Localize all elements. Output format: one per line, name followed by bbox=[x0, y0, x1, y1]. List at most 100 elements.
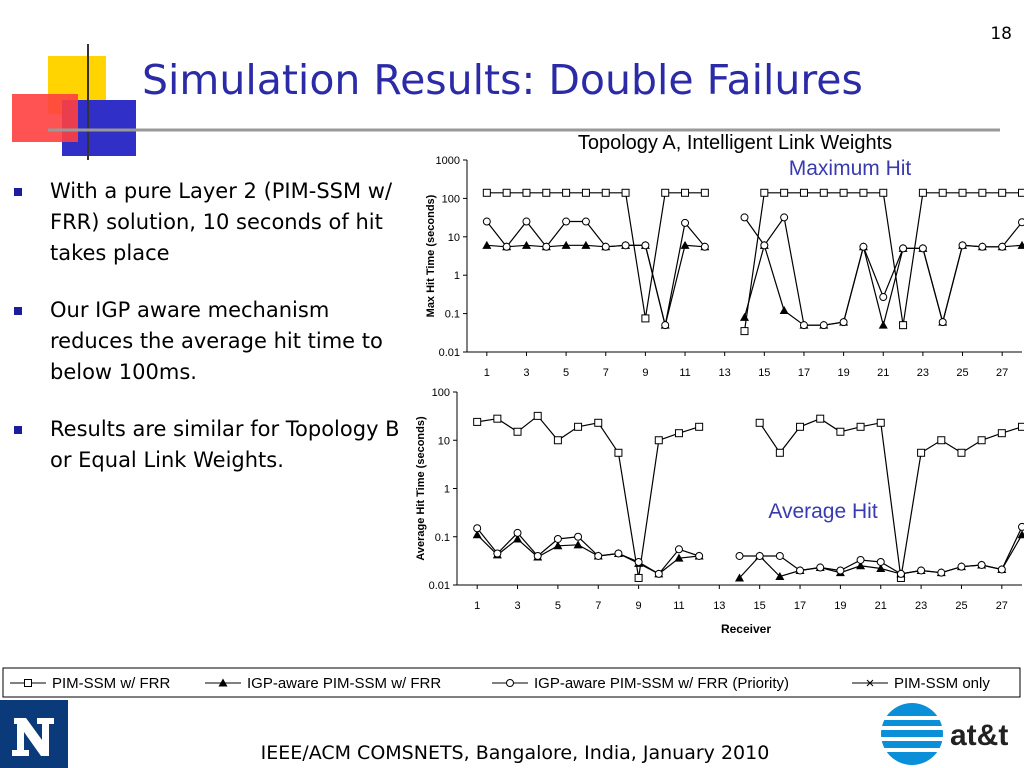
y-tick-label: 0.01 bbox=[429, 580, 450, 592]
marker bbox=[839, 318, 848, 327]
marker bbox=[513, 427, 522, 436]
x-tick-label: 11 bbox=[673, 600, 684, 612]
marker bbox=[740, 213, 749, 222]
marker bbox=[819, 188, 828, 197]
marker bbox=[621, 188, 630, 197]
marker bbox=[938, 188, 947, 197]
marker bbox=[879, 293, 888, 302]
marker bbox=[740, 312, 749, 321]
x-tick-label: 19 bbox=[837, 367, 849, 379]
marker bbox=[856, 561, 866, 570]
marker bbox=[1018, 188, 1024, 197]
x-tick-label: 25 bbox=[955, 600, 967, 612]
marker bbox=[878, 320, 888, 329]
marker bbox=[918, 188, 927, 197]
logo-globe-stripes bbox=[881, 716, 943, 752]
x-tick-label: 3 bbox=[514, 600, 520, 612]
marker bbox=[917, 566, 926, 575]
marker bbox=[958, 241, 967, 250]
marker bbox=[856, 422, 865, 431]
marker bbox=[502, 242, 511, 251]
footer: IEEE/ACM COMSNETS, Bangalore, India, Jan… bbox=[260, 742, 770, 764]
y-tick-label: 0.01 bbox=[439, 347, 460, 359]
marker bbox=[482, 188, 491, 197]
marker bbox=[654, 569, 663, 578]
marker bbox=[574, 532, 583, 541]
marker bbox=[641, 241, 650, 250]
marker bbox=[998, 188, 1007, 197]
marker bbox=[816, 563, 825, 572]
marker bbox=[562, 188, 571, 197]
x-tick-label: 9 bbox=[636, 600, 642, 612]
y-tick-label: 0.1 bbox=[445, 309, 460, 321]
marker bbox=[836, 566, 845, 575]
marker bbox=[938, 318, 947, 327]
marker bbox=[977, 560, 986, 569]
x-tick-label: 21 bbox=[875, 600, 887, 612]
series-line bbox=[486, 215, 1023, 326]
marker bbox=[899, 244, 908, 253]
y-tick-label: 10 bbox=[448, 232, 460, 244]
x-tick-label: 27 bbox=[996, 600, 1008, 612]
x-tick-label: 15 bbox=[754, 600, 766, 612]
logo-text: at&t bbox=[950, 719, 1008, 752]
marker bbox=[977, 436, 986, 445]
marker bbox=[796, 566, 805, 575]
x-tick-label: 7 bbox=[603, 367, 609, 379]
x-tick-label: 9 bbox=[642, 367, 648, 379]
x-tick-label: 17 bbox=[798, 367, 810, 379]
marker bbox=[533, 411, 542, 420]
y-tick-label: 100 bbox=[432, 387, 450, 399]
marker bbox=[735, 551, 744, 560]
marker bbox=[482, 240, 492, 249]
y-tick-label: 1 bbox=[444, 484, 450, 496]
marker bbox=[581, 240, 591, 249]
marker bbox=[621, 241, 630, 250]
marker bbox=[513, 528, 522, 537]
marker bbox=[1017, 240, 1024, 249]
marker bbox=[24, 679, 32, 687]
marker bbox=[506, 679, 514, 687]
x-tick-label: 5 bbox=[555, 600, 561, 612]
marker bbox=[680, 240, 690, 249]
marker bbox=[521, 240, 531, 249]
marker bbox=[634, 557, 643, 566]
legend-label: IGP-aware PIM-SSM w/ FRR (Priority) bbox=[534, 675, 789, 692]
marker bbox=[779, 306, 789, 315]
marker bbox=[816, 414, 825, 423]
marker bbox=[472, 530, 482, 539]
bullet-list: With a pure Layer 2 (PIM-SSM w/ FRR) sol… bbox=[14, 176, 409, 502]
marker bbox=[594, 551, 603, 560]
legend-label: PIM-SSM w/ FRR bbox=[52, 675, 170, 692]
marker bbox=[740, 327, 749, 336]
annotation: Maximum Hit bbox=[789, 157, 912, 180]
bullet: Results are similar for Topology B or Eq… bbox=[14, 414, 409, 476]
marker bbox=[661, 188, 670, 197]
marker bbox=[473, 524, 482, 533]
x-tick-label: 13 bbox=[719, 367, 731, 379]
marker bbox=[866, 679, 874, 687]
marker bbox=[978, 188, 987, 197]
marker bbox=[957, 562, 966, 571]
x-tick-label: 3 bbox=[523, 367, 529, 379]
marker bbox=[533, 551, 542, 560]
deco-square bbox=[12, 94, 78, 142]
x-tick-label: 25 bbox=[956, 367, 968, 379]
annotation: Average Hit bbox=[768, 500, 878, 523]
x-tick-label: 7 bbox=[595, 600, 601, 612]
marker bbox=[542, 242, 551, 251]
marker bbox=[522, 217, 531, 226]
marker bbox=[957, 448, 966, 457]
marker bbox=[695, 551, 704, 560]
x-tick-label: 23 bbox=[917, 367, 929, 379]
marker bbox=[760, 241, 769, 250]
marker bbox=[997, 429, 1006, 438]
marker bbox=[562, 217, 571, 226]
marker bbox=[876, 557, 885, 566]
bullet: With a pure Layer 2 (PIM-SSM w/ FRR) sol… bbox=[14, 176, 409, 269]
slide-number: 18 bbox=[990, 24, 1012, 44]
marker bbox=[634, 573, 643, 582]
marker bbox=[876, 563, 886, 572]
